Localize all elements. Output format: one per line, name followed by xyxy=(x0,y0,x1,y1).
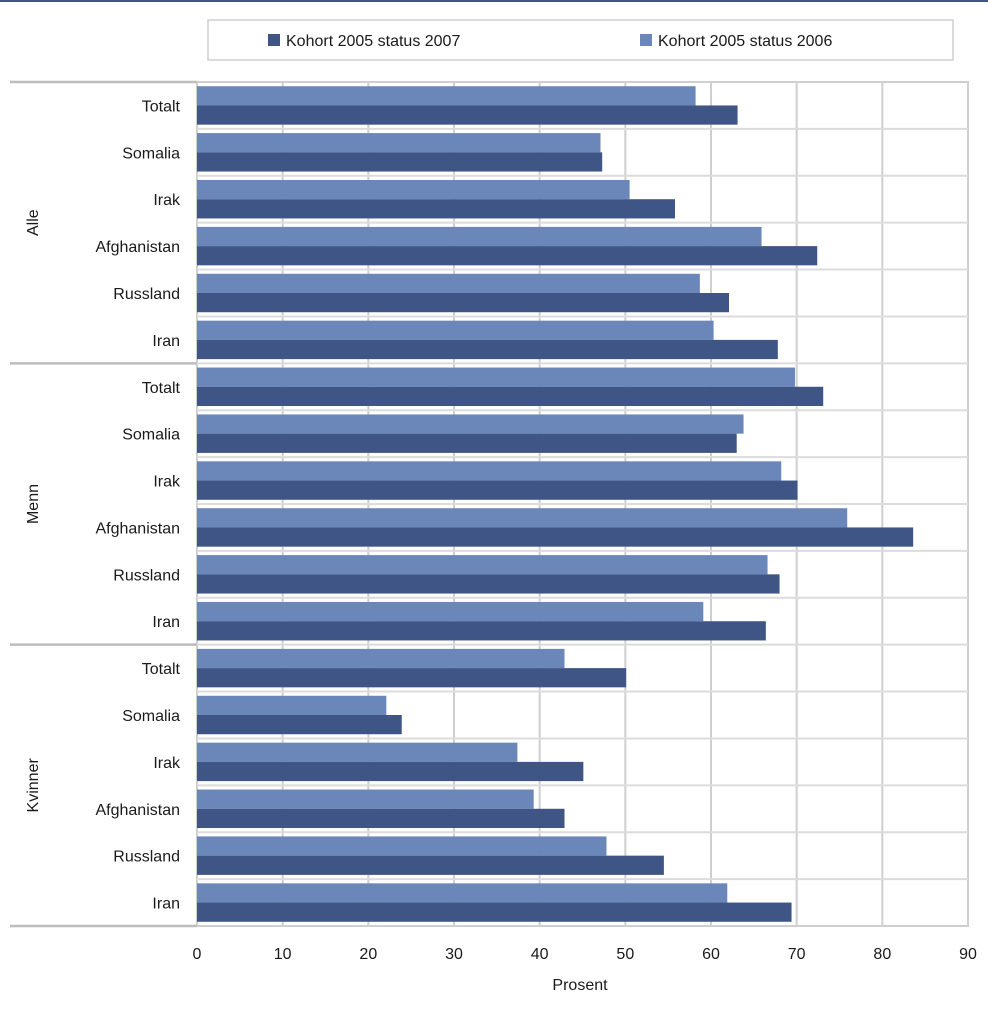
category-label: Iran xyxy=(152,333,180,350)
category-label: Somalia xyxy=(122,145,180,162)
x-tick-label: 10 xyxy=(274,946,292,963)
legend-label: Kohort 2005 status 2007 xyxy=(286,33,460,50)
bar-menn-somalia-s1 xyxy=(197,433,737,453)
bar-alle-irak-s1 xyxy=(197,199,676,219)
bar-menn-russland-s1 xyxy=(197,574,780,594)
group-label: Menn xyxy=(25,484,42,524)
bar-menn-afghanistan-s0 xyxy=(197,508,848,528)
bar-kvinner-somalia-s0 xyxy=(197,695,387,715)
x-tick-label: 0 xyxy=(193,946,202,963)
category-label: Afghanistan xyxy=(95,239,180,256)
x-tick-label: 40 xyxy=(531,946,549,963)
bar-menn-somalia-s0 xyxy=(197,414,744,434)
bar-kvinner-russland-s1 xyxy=(197,855,664,875)
bar-alle-totalt-s1 xyxy=(197,105,738,125)
category-labels: Totalt Somalia Irak Afghanistan Russland Iran… xyxy=(25,98,181,912)
category-label: Irak xyxy=(153,474,181,491)
bar-alle-totalt-s0 xyxy=(197,86,696,106)
bars xyxy=(197,86,914,922)
bar-kvinner-iran-s1 xyxy=(197,902,792,922)
bar-menn-totalt-s0 xyxy=(197,367,795,387)
bar-kvinner-irak-s0 xyxy=(197,742,518,762)
bar-menn-totalt-s1 xyxy=(197,386,824,407)
category-label: Totalt xyxy=(142,98,181,115)
category-label: Totalt xyxy=(142,380,181,397)
bar-kvinner-russland-s0 xyxy=(197,836,607,856)
bar-kvinner-iran-s0 xyxy=(197,883,728,903)
bar-menn-irak-s1 xyxy=(197,480,798,500)
category-label: Russland xyxy=(113,286,180,303)
category-label: Afghanistan xyxy=(95,520,180,537)
category-label: Totalt xyxy=(142,661,181,678)
bar-menn-irak-s0 xyxy=(197,461,782,481)
category-label: Somalia xyxy=(122,708,180,725)
category-label: Somalia xyxy=(122,427,180,444)
legend-swatch xyxy=(268,34,280,46)
gridlines xyxy=(10,80,969,928)
x-tick-label: 60 xyxy=(702,946,720,963)
bar-alle-somalia-s1 xyxy=(197,152,603,172)
category-label: Afghanistan xyxy=(95,802,180,819)
bar-kvinner-irak-s1 xyxy=(197,761,584,782)
category-label: Iran xyxy=(152,896,180,913)
x-tick-label: 80 xyxy=(873,946,891,963)
category-label: Irak xyxy=(153,755,181,772)
bar-alle-afghanistan-s1 xyxy=(197,246,818,266)
group-label: Kvinner xyxy=(25,758,42,813)
bar-alle-iran-s1 xyxy=(197,339,778,360)
category-label: Iran xyxy=(152,614,180,631)
bar-kvinner-afghanistan-s1 xyxy=(197,808,565,829)
bar-kvinner-afghanistan-s0 xyxy=(197,789,534,809)
category-label: Russland xyxy=(113,567,180,584)
bar-alle-afghanistan-s0 xyxy=(197,226,762,247)
bar-alle-russland-s1 xyxy=(197,293,729,313)
legend: Kohort 2005 status 2007 Kohort 2005 statu… xyxy=(207,19,954,61)
x-axis: 0 10 20 30 40 50 60 70 80 90 xyxy=(193,946,977,963)
x-tick-label: 20 xyxy=(359,946,377,963)
category-label: Russland xyxy=(113,849,180,866)
bar-menn-iran-s1 xyxy=(197,621,766,641)
bar-alle-irak-s0 xyxy=(197,179,630,200)
x-tick-label: 50 xyxy=(616,946,634,963)
legend-swatch xyxy=(640,34,652,46)
bar-alle-iran-s0 xyxy=(197,320,714,340)
group-label: Alle xyxy=(25,209,42,236)
bar-kvinner-somalia-s1 xyxy=(197,715,402,735)
bar-kvinner-totalt-s1 xyxy=(197,668,627,688)
bar-menn-russland-s0 xyxy=(197,555,768,575)
x-tick-label: 90 xyxy=(959,946,977,963)
legend-label: Kohort 2005 status 2006 xyxy=(658,33,832,50)
bar-kvinner-totalt-s0 xyxy=(197,648,565,669)
category-label: Irak xyxy=(153,192,181,209)
legend-box xyxy=(207,19,954,61)
bar-alle-russland-s0 xyxy=(197,273,700,293)
bar-menn-iran-s0 xyxy=(197,601,704,622)
x-tick-label: 70 xyxy=(788,946,806,963)
x-axis-title: Prosent xyxy=(552,977,608,994)
bar-alle-somalia-s0 xyxy=(197,133,601,153)
x-tick-label: 30 xyxy=(445,946,463,963)
bar-menn-afghanistan-s1 xyxy=(197,527,914,547)
